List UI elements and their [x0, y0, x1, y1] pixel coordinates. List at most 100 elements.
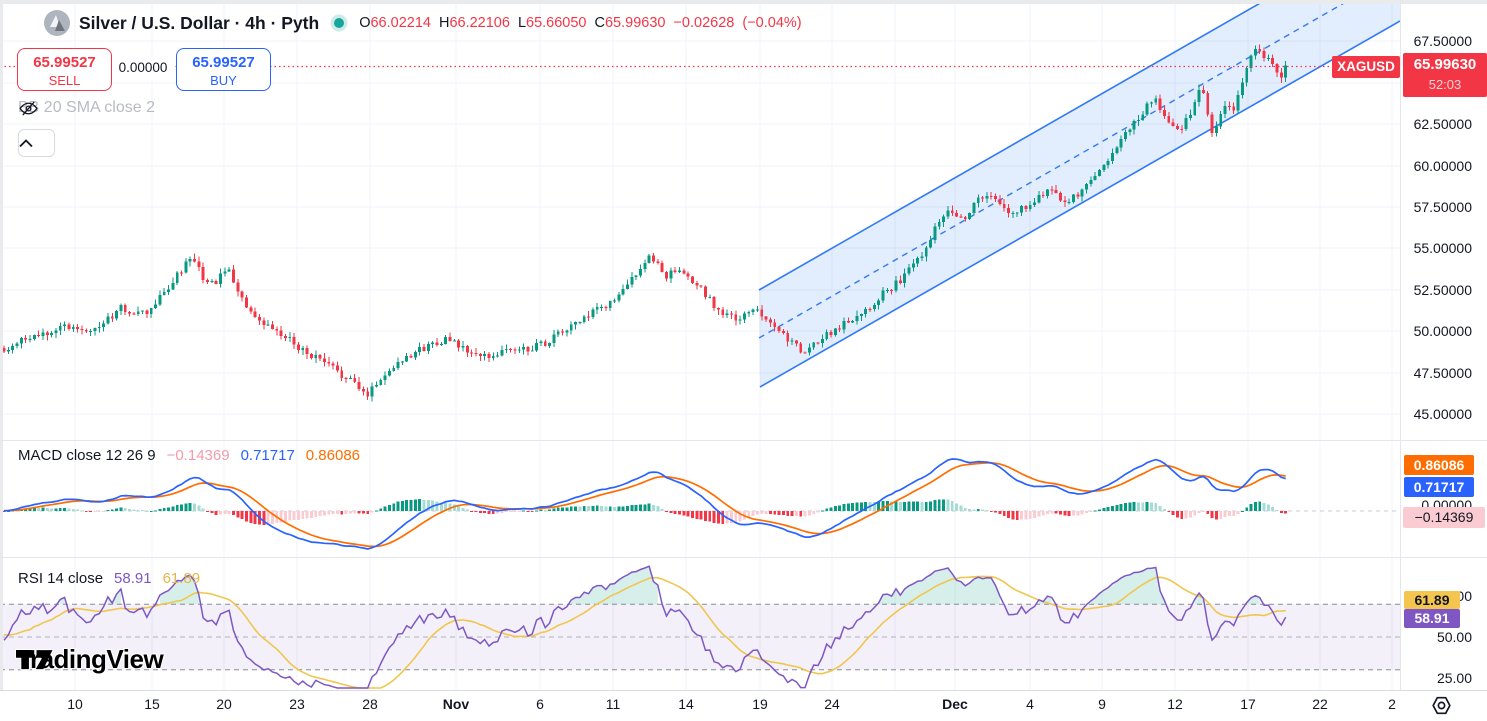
- high-key: H: [438, 15, 450, 31]
- buy-price: 65.99527: [192, 54, 255, 71]
- tradingview-logo-text: TradingView: [16, 644, 164, 674]
- time-axis-label: 17: [1240, 696, 1256, 712]
- sell-label: SELL: [48, 73, 81, 88]
- rsi-overbought-fill: [1090, 567, 1165, 605]
- axis-settings-gear-icon[interactable]: [1429, 693, 1454, 718]
- macd-chart[interactable]: [0, 440, 1400, 557]
- scale-tick: 47.50000: [1413, 365, 1472, 381]
- time-axis-label: 4: [1026, 696, 1034, 712]
- rsi-chip: 58.91: [1404, 609, 1460, 628]
- time-axis-label: 15: [144, 696, 160, 712]
- price-scale[interactable]: 67.50000 62.50000 60.00000 57.50000 55.00000…: [1400, 0, 1487, 690]
- scale-tick: 67.50000: [1413, 33, 1472, 49]
- time-axis-label: Nov: [442, 696, 470, 712]
- macd-legend[interactable]: MACD close 12 26 9 −0.14369 0.71717 0.86…: [18, 447, 360, 464]
- open-value: 66.02214: [370, 15, 431, 31]
- time-axis-label: 11: [605, 696, 621, 712]
- rsi-line: [3, 565, 1287, 689]
- ascending-channel-drawing: [758, 0, 1400, 388]
- time-axis-label: 6: [536, 696, 544, 712]
- time-axis-label: 14: [678, 696, 694, 712]
- time-axis-label: 24: [824, 696, 840, 712]
- buy-button[interactable]: 65.99527 BUY: [176, 48, 271, 91]
- scale-tick: 60.00000: [1413, 158, 1472, 174]
- candles: [2, 44, 1288, 402]
- macd-title[interactable]: MACD close 12 26 9: [18, 447, 156, 464]
- scale-tick: 50.00: [1436, 629, 1472, 645]
- time-axis-label: 22: [1312, 696, 1328, 712]
- rsi-ma-value: 61.89: [162, 570, 201, 587]
- spread-value: 0.00000: [112, 57, 174, 79]
- bb-indicator-legend[interactable]: BB 20 SMA close 2: [18, 99, 155, 117]
- time-axis[interactable]: 10 15 20 23 28 Nov 6 11 14 19 24 Dec 4 9 12 17 22 2: [0, 691, 1487, 721]
- scale-tick: 62.50000: [1413, 116, 1472, 132]
- rsi-band: [0, 604, 1400, 670]
- buy-label: BUY: [210, 73, 237, 88]
- window-edge-top: [0, 0, 1487, 4]
- change-percent: (−0.04%): [742, 15, 802, 31]
- tradingview-watermark[interactable]: TradingView: [16, 644, 164, 675]
- macd-signal-line: [3, 462, 1286, 548]
- scale-tick: 57.50000: [1413, 199, 1472, 215]
- macd-hist-value: −0.14369: [166, 447, 230, 464]
- time-axis-label: 2: [1388, 696, 1396, 712]
- tradingview-logo-icon: [16, 649, 53, 669]
- macd-line: [3, 458, 1286, 550]
- window-edge-left: [0, 4, 3, 690]
- close-value: 65.99630: [604, 15, 666, 31]
- rsi-legend[interactable]: RSI 14 close 58.91 61.89: [18, 570, 200, 587]
- time-axis-label: 28: [362, 696, 378, 712]
- chevron-up-icon: [19, 138, 33, 147]
- pane-separator-rsi[interactable]: [0, 557, 1487, 558]
- time-axis-label: 12: [1167, 696, 1183, 712]
- low-value: 65.66050: [526, 15, 587, 31]
- pane-separator-macd[interactable]: [0, 440, 1487, 441]
- change-value: −0.02628: [673, 15, 735, 31]
- rsi-overbought-fill: [571, 566, 658, 605]
- scale-tick: 52.50000: [1413, 282, 1472, 298]
- scale-tick: 55.00000: [1413, 240, 1472, 256]
- ohlc-values: O66.02214 H66.22106 L65.66050 C65.99630 …: [359, 15, 801, 31]
- low-key: L: [517, 15, 527, 31]
- collapse-indicators-button[interactable]: [18, 129, 55, 157]
- macd-line-value: 0.71717: [240, 447, 295, 464]
- rsi-overbought-fill: [107, 589, 121, 605]
- time-axis-label: 23: [289, 696, 305, 712]
- rsi-overbought-fill: [878, 568, 1000, 605]
- time-axis-separator: [0, 690, 1487, 691]
- rsi-chart[interactable]: [0, 557, 1400, 690]
- rsi-ma-chip: 61.89: [1404, 591, 1460, 609]
- symbol-price-flag: XAGUSD: [1332, 56, 1400, 78]
- symbol-title[interactable]: Silver / U.S. Dollar · 4h · Pyth: [79, 12, 320, 33]
- silver-symbol-icon: [44, 10, 70, 36]
- rsi-overbought-fill: [1038, 596, 1052, 605]
- bar-countdown: 52:03: [1428, 77, 1462, 92]
- bb-indicator-label[interactable]: BB 20 SMA close 2: [18, 99, 155, 116]
- time-axis-label: Dec: [942, 696, 968, 712]
- grid-lines: [0, 0, 1400, 440]
- symbol-header: Silver / U.S. Dollar · 4h · Pyth O66.022…: [44, 10, 802, 36]
- scale-tick: 25.00: [1436, 670, 1472, 686]
- macd-hist-chip: −0.14369: [1403, 507, 1485, 528]
- macd-histogram: [2, 499, 1288, 525]
- rsi-value: 58.91: [114, 570, 152, 587]
- high-value: 66.22106: [449, 15, 510, 31]
- macd-signal-chip: 0.86086: [1404, 455, 1474, 475]
- rsi-overbought-fill: [1246, 595, 1260, 605]
- sell-button[interactable]: 65.99527 SELL: [17, 48, 112, 91]
- sell-price: 65.99527: [33, 54, 96, 71]
- last-price-value: 65.99630: [1413, 56, 1477, 73]
- eye-off-icon[interactable]: [18, 98, 39, 119]
- rsi-title[interactable]: RSI 14 close: [18, 570, 104, 587]
- macd-signal-value: 0.86086: [305, 447, 361, 464]
- last-price-label: 65.99630 52:03: [1403, 53, 1487, 97]
- time-axis-label: 19: [752, 696, 768, 712]
- time-axis-label: 10: [67, 696, 83, 712]
- macd-line-chip: 0.71717: [1404, 477, 1474, 497]
- close-key: C: [594, 15, 605, 31]
- scale-tick: 45.00000: [1413, 406, 1472, 422]
- open-key: O: [359, 15, 371, 31]
- rsi-ma-line: [3, 575, 1286, 689]
- price-chart[interactable]: [0, 0, 1400, 440]
